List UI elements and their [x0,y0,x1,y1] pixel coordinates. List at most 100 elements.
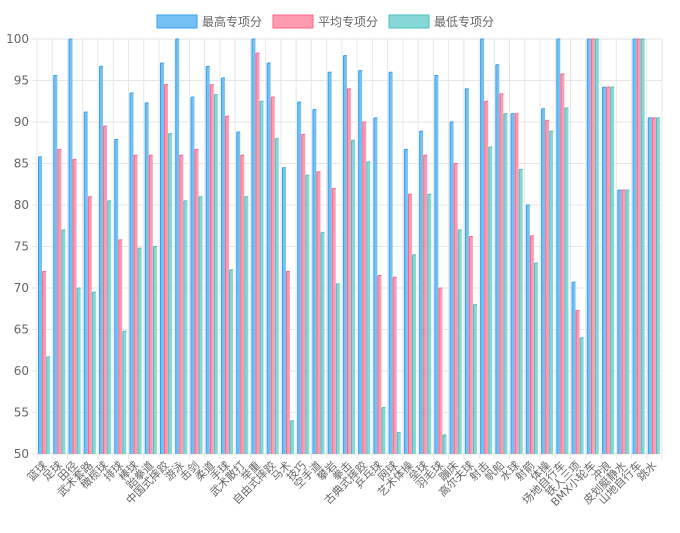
bar-min[interactable] [77,288,81,454]
bar-max[interactable] [129,92,134,454]
bar-max[interactable] [236,131,241,454]
bar-min[interactable] [199,196,203,454]
bar-avg[interactable] [57,149,62,454]
bar-min[interactable] [549,131,554,454]
bar-avg[interactable] [301,134,306,454]
bar-max[interactable] [160,63,164,454]
bar-avg[interactable] [179,155,184,454]
bar-min[interactable] [458,229,462,454]
bar-max[interactable] [99,66,103,454]
bar-max[interactable] [190,97,195,454]
bar-min[interactable] [564,107,569,454]
bar-min[interactable] [183,200,188,454]
bar-max[interactable] [251,39,256,454]
bar-min[interactable] [488,146,493,454]
bar-min[interactable] [46,356,51,454]
bar-max[interactable] [526,205,530,454]
bar-max[interactable] [495,64,500,454]
legend-item-max[interactable]: 最高专项分 [156,14,262,29]
bar-min[interactable] [351,140,355,454]
bar-max[interactable] [145,102,149,454]
bar-max[interactable] [343,55,347,454]
bar-max[interactable] [434,75,439,455]
bar-max[interactable] [114,139,119,454]
bar-avg[interactable] [545,120,550,454]
bar-max[interactable] [84,112,88,454]
bar-min[interactable] [519,169,523,454]
bar-avg[interactable] [149,155,153,454]
bar-max[interactable] [267,63,271,454]
bar-min[interactable] [656,117,660,454]
bar-min[interactable] [260,101,264,454]
bar-min[interactable] [503,113,508,454]
bar-avg[interactable] [118,239,123,454]
bar-avg[interactable] [134,155,138,454]
bar-avg[interactable] [637,39,641,454]
bar-avg[interactable] [240,155,245,454]
bar-min[interactable] [412,254,416,454]
bar-avg[interactable] [256,53,260,455]
bar-max[interactable] [556,39,561,454]
bar-avg[interactable] [271,97,275,454]
bar-avg[interactable] [210,84,214,455]
bar-max[interactable] [206,66,210,454]
bar-max[interactable] [587,39,591,454]
bar-min[interactable] [305,175,310,454]
bar-min[interactable] [397,432,401,454]
bar-avg[interactable] [499,93,504,454]
bar-avg[interactable] [286,271,290,454]
bar-max[interactable] [53,75,58,455]
bar-min[interactable] [382,407,386,454]
bar-min[interactable] [122,331,127,454]
bar-max[interactable] [297,102,302,454]
bar-min[interactable] [321,232,325,454]
bar-avg[interactable] [484,101,489,454]
bar-avg[interactable] [362,122,367,454]
bar-avg[interactable] [164,84,169,455]
bar-avg[interactable] [591,39,595,454]
bar-min[interactable] [168,133,173,454]
bar-max[interactable] [389,72,393,454]
bar-max[interactable] [480,39,485,454]
bar-min[interactable] [153,246,157,455]
bar-max[interactable] [312,109,317,455]
bar-min[interactable] [366,161,371,454]
bar-avg[interactable] [652,117,656,454]
bar-min[interactable] [214,94,218,455]
bar-avg[interactable] [469,236,473,454]
bar-min[interactable] [427,194,432,454]
bar-min[interactable] [580,337,584,454]
bar-max[interactable] [617,190,622,454]
bar-avg[interactable] [621,190,626,454]
bar-max[interactable] [465,88,469,455]
bar-max[interactable] [38,156,42,455]
bar-min[interactable] [641,39,645,454]
bar-max[interactable] [221,78,225,454]
bar-avg[interactable] [377,275,382,454]
bar-max[interactable] [572,282,576,454]
bar-max[interactable] [373,117,378,454]
bar-avg[interactable] [73,159,77,454]
bar-avg[interactable] [438,288,443,454]
bar-avg[interactable] [42,271,47,454]
bar-avg[interactable] [408,194,412,454]
bar-max[interactable] [511,113,515,454]
legend[interactable]: 最高专项分 平均专项分 最低专项分 [156,14,494,29]
bar-max[interactable] [602,87,607,454]
bar-min[interactable] [244,196,249,454]
bar-min[interactable] [290,420,295,454]
bar-min[interactable] [275,138,279,454]
bar-min[interactable] [442,434,447,454]
bar-avg[interactable] [347,88,351,455]
bar-avg[interactable] [103,126,108,455]
legend-item-avg[interactable]: 平均专项分 [272,14,378,29]
legend-item-min[interactable]: 最低专项分 [388,14,494,29]
bar-max[interactable] [282,167,286,454]
bar-avg[interactable] [316,171,321,455]
bar-min[interactable] [534,263,538,454]
bar-avg[interactable] [423,155,428,454]
bar-avg[interactable] [560,73,565,455]
bar-avg[interactable] [393,277,397,454]
bar-min[interactable] [138,248,142,454]
bar-max[interactable] [328,72,332,454]
